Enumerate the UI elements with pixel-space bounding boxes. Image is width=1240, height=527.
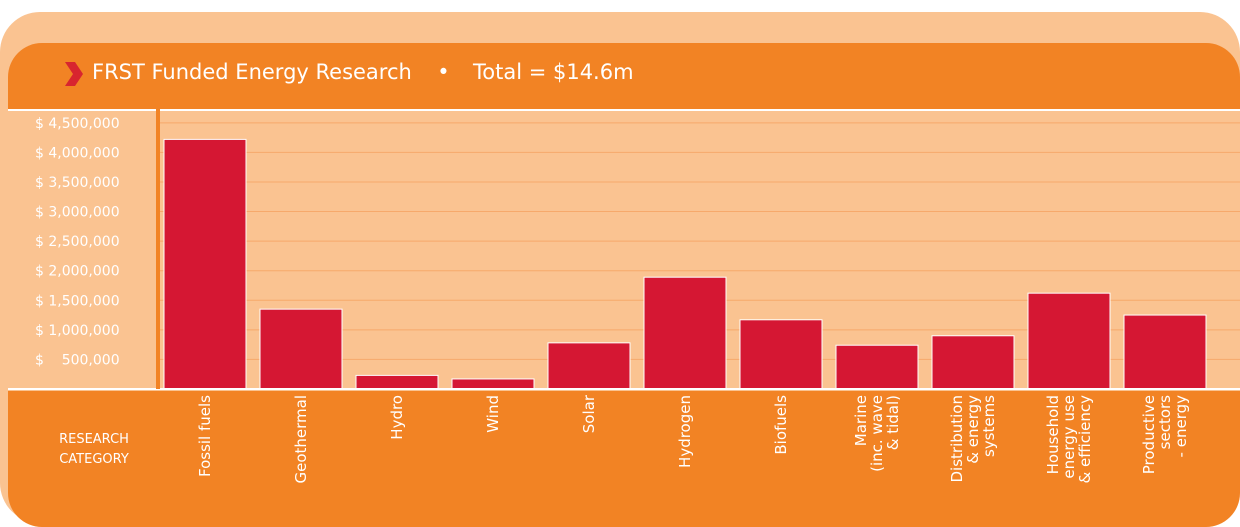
x-tick-label-line: Productive	[1140, 395, 1158, 474]
bar	[547, 342, 631, 390]
x-tick-label-line: Marine	[852, 395, 870, 446]
x-tick-label: Hydro	[388, 395, 406, 440]
x-tick-label-line: - energy	[1172, 395, 1190, 458]
x-tick-label: Biofuels	[772, 395, 790, 455]
x-tick-label-line: Hydrogen	[676, 395, 694, 468]
bar	[259, 308, 343, 390]
x-tick-label: Marine(inc. wave& tidal)	[852, 395, 902, 472]
x-tick-label-line: Solar	[580, 394, 598, 433]
chart-title: FRST Funded Energy Research • Total = $1…	[92, 60, 634, 84]
bar	[643, 276, 727, 390]
x-tick-label-line: Biofuels	[772, 395, 790, 455]
x-tick-label-line: Household	[1044, 395, 1062, 474]
y-tick-label: $ 4,500,000	[35, 116, 120, 132]
bar	[355, 374, 439, 390]
y-tick-label: $ 1,500,000	[35, 293, 120, 309]
x-tick-label: Geothermal	[292, 395, 310, 484]
x-tick-label: Wind	[484, 395, 502, 433]
x-tick-label-line: Geothermal	[292, 395, 310, 484]
bar	[739, 319, 823, 390]
x-tick-label-line: Wind	[484, 395, 502, 433]
bar-chart: $ 500,000 $ 1,000,000 $ 1,500,000 $ 2,000,0…	[8, 109, 1240, 484]
y-tick-label: $ 500,000	[35, 352, 120, 368]
x-tick-labels: Fossil fuels Geothermal Hydro Wind Solar Hydr…	[196, 394, 1190, 483]
y-tick-label: $ 1,000,000	[35, 323, 120, 339]
y-tick-label: $ 2,500,000	[35, 234, 120, 250]
chart-header: FRST Funded Energy Research • Total = $1…	[8, 43, 1240, 108]
x-tick-label-line: energy use	[1060, 395, 1078, 479]
bar	[835, 344, 919, 390]
x-tick-label-line: systems	[980, 395, 998, 457]
x-axis-label-line1: RESEARCH	[59, 432, 129, 447]
axes	[8, 109, 1240, 390]
bar	[451, 378, 535, 390]
y-tick-label: $ 3,500,000	[35, 175, 120, 191]
x-axis-label: RESEARCH CATEGORY	[49, 430, 139, 470]
x-tick-label-line: & energy	[964, 395, 982, 464]
x-tick-label-line: & tidal)	[884, 395, 902, 450]
x-tick-label-line: Hydro	[388, 395, 406, 440]
x-tick-label-line: & efficiency	[1076, 395, 1094, 484]
outer-frame: FRST Funded Energy Research • Total = $1…	[0, 12, 1240, 527]
chart-title-separator: •	[437, 60, 450, 84]
y-tick-label: $ 2,000,000	[35, 264, 120, 280]
x-tick-label-line: sectors	[1156, 395, 1174, 450]
y-tick-label: $ 3,000,000	[35, 205, 120, 221]
chart-title-main: FRST Funded Energy Research	[92, 60, 412, 84]
y-tick-label: $ 4,000,000	[35, 145, 120, 161]
bar	[931, 335, 1015, 390]
x-tick-label-line: Fossil fuels	[196, 395, 214, 477]
chart-panel: FRST Funded Energy Research • Total = $1…	[8, 43, 1240, 527]
bar	[1027, 292, 1111, 390]
x-tick-label: Solar	[580, 394, 598, 433]
chart-title-total: Total = $14.6m	[472, 60, 634, 84]
bars	[163, 138, 1207, 390]
x-tick-label-line: (inc. wave	[868, 395, 886, 472]
x-tick-label: Fossil fuels	[196, 395, 214, 477]
chevron-right-icon	[65, 62, 83, 86]
bar	[163, 138, 247, 390]
x-tick-label: Hydrogen	[676, 395, 694, 468]
x-axis-label-line2: CATEGORY	[59, 452, 129, 467]
bar	[1123, 314, 1207, 390]
y-tick-labels: $ 500,000 $ 1,000,000 $ 1,500,000 $ 2,000,0…	[35, 116, 120, 369]
x-tick-label-line: Distribution	[948, 395, 966, 483]
